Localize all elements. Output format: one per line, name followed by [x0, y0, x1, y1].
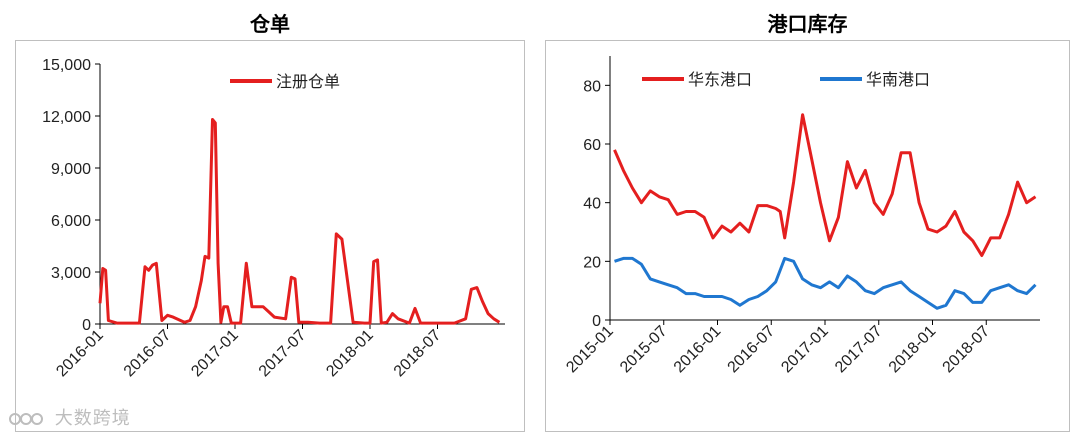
- y-tick-label: 40: [583, 196, 601, 213]
- y-tick-label: 20: [583, 254, 601, 271]
- y-tick-label: 0: [82, 317, 91, 334]
- y-tick-label: 3,000: [51, 265, 91, 282]
- y-tick-label: 0: [592, 313, 601, 330]
- chart-frame: [545, 40, 1070, 432]
- y-tick-label: 60: [583, 137, 601, 154]
- series-line-1: [613, 113, 1037, 257]
- watermark-text: 大数跨境: [54, 408, 131, 429]
- legend-label-1: 华东港口: [688, 70, 752, 89]
- y-tick-label: 15,000: [42, 57, 91, 74]
- watermark: 大数跨境: [8, 404, 131, 430]
- legend-label-2: 华南港口: [866, 70, 930, 89]
- legend-label-1: 注册仓单: [276, 72, 340, 91]
- chart-title-warehouse-receipts: 仓单: [250, 12, 290, 36]
- y-tick-label: 80: [583, 78, 601, 95]
- data-logo-icon: [9, 413, 43, 425]
- chart-title-port-inventory: 港口库存: [767, 12, 848, 36]
- y-tick-label: 9,000: [51, 161, 91, 178]
- y-tick-label: 6,000: [51, 213, 91, 230]
- series-line-1: [98, 118, 501, 325]
- series-line-2: [614, 256, 1037, 310]
- y-tick-label: 12,000: [42, 109, 91, 126]
